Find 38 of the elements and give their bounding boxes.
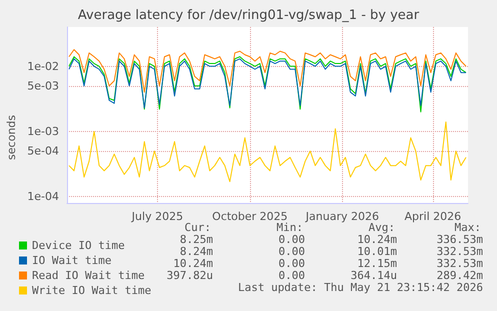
- text: Max:: [454, 221, 481, 234]
- text: 0.00: [278, 257, 305, 270]
- text: Last update: Thu May 21 23:15:42 2026: [238, 281, 483, 294]
- x-tick-label: July 2025: [130, 210, 184, 223]
- text: 12.15m: [357, 257, 398, 270]
- text: 10.01m: [357, 245, 398, 258]
- legend-label: IO Wait time: [32, 254, 112, 267]
- x-tick-label: April 2026: [404, 210, 462, 223]
- text: 364.14u: [350, 269, 397, 282]
- text: 8.24m: [180, 245, 214, 258]
- y-tick-label: 1e-02: [27, 60, 59, 73]
- y-tick-label: 1e-03: [27, 124, 59, 138]
- line-series: [68, 49, 466, 93]
- text: 336.53m: [436, 233, 484, 246]
- text: 332.53m: [436, 257, 484, 270]
- y-tick-label: 5e-04: [27, 144, 59, 158]
- x-tick-label: October 2025: [212, 210, 288, 223]
- text: 397.82u: [166, 269, 213, 282]
- legend-label: Device IO time: [32, 239, 125, 252]
- text: 8.25m: [180, 233, 214, 246]
- legend-label: Read IO Wait time: [32, 269, 145, 282]
- text: 289.42m: [436, 269, 484, 282]
- text: Avg:: [368, 221, 395, 234]
- y-tick-label: 5e-03: [27, 79, 59, 92]
- y-axis-title: seconds: [5, 114, 18, 160]
- y-tick-label: 1e-04: [27, 190, 59, 204]
- text: 0.00: [278, 233, 305, 246]
- x-tick-label: January 2026: [304, 210, 379, 223]
- text: 10.24m: [173, 257, 214, 270]
- chart-title: Average latency for /dev/ring01-vg/swap_1 - by year: [78, 8, 420, 23]
- text: 10.24m: [357, 233, 398, 246]
- text: 0.00: [278, 269, 305, 282]
- legend-label: Write IO Wait time: [32, 284, 152, 297]
- text: 332.53m: [436, 245, 484, 258]
- line-series: [68, 121, 466, 182]
- text: Min:: [276, 221, 303, 234]
- text: 0.00: [278, 245, 305, 258]
- text: Cur:: [184, 221, 211, 234]
